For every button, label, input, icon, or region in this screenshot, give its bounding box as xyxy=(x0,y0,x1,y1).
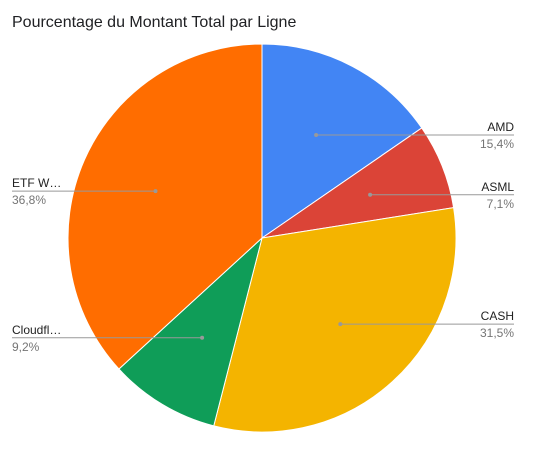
leader-dot-2 xyxy=(338,322,343,327)
pie-slice-0[interactable] xyxy=(261,43,423,239)
slice-value-label-4: 36,8% xyxy=(12,193,46,207)
slice-value-label-1: 7,1% xyxy=(487,197,515,211)
slice-name-label-4: ETF W… xyxy=(12,176,61,190)
slice-value-label-2: 31,5% xyxy=(480,326,514,340)
chart-title: Pourcentage du Montant Total par Ligne xyxy=(12,14,296,31)
pie-slices xyxy=(67,43,457,433)
pie-slice-2[interactable] xyxy=(213,207,457,433)
slice-name-label-2: CASH xyxy=(481,309,514,323)
pie-slice-3[interactable] xyxy=(118,236,263,427)
slice-value-label-3: 9,2% xyxy=(12,340,40,354)
leader-dot-0 xyxy=(314,133,319,137)
slice-labels: AMD 15,4% ASML 7,1% CASH 31,5% Cloudfl… 9,2% ETF… xyxy=(12,120,514,354)
leader-dot-4 xyxy=(153,189,158,194)
slice-name-label-0: AMD xyxy=(487,120,514,134)
slice-name-label-3: Cloudfl… xyxy=(12,323,61,337)
leader-dot-1 xyxy=(368,192,373,197)
slice-value-label-0: 15,4% xyxy=(480,137,514,151)
leader-dot-3 xyxy=(200,335,205,340)
slice-name-label-1: ASML xyxy=(481,180,514,194)
pie-slice-4[interactable] xyxy=(67,43,263,370)
